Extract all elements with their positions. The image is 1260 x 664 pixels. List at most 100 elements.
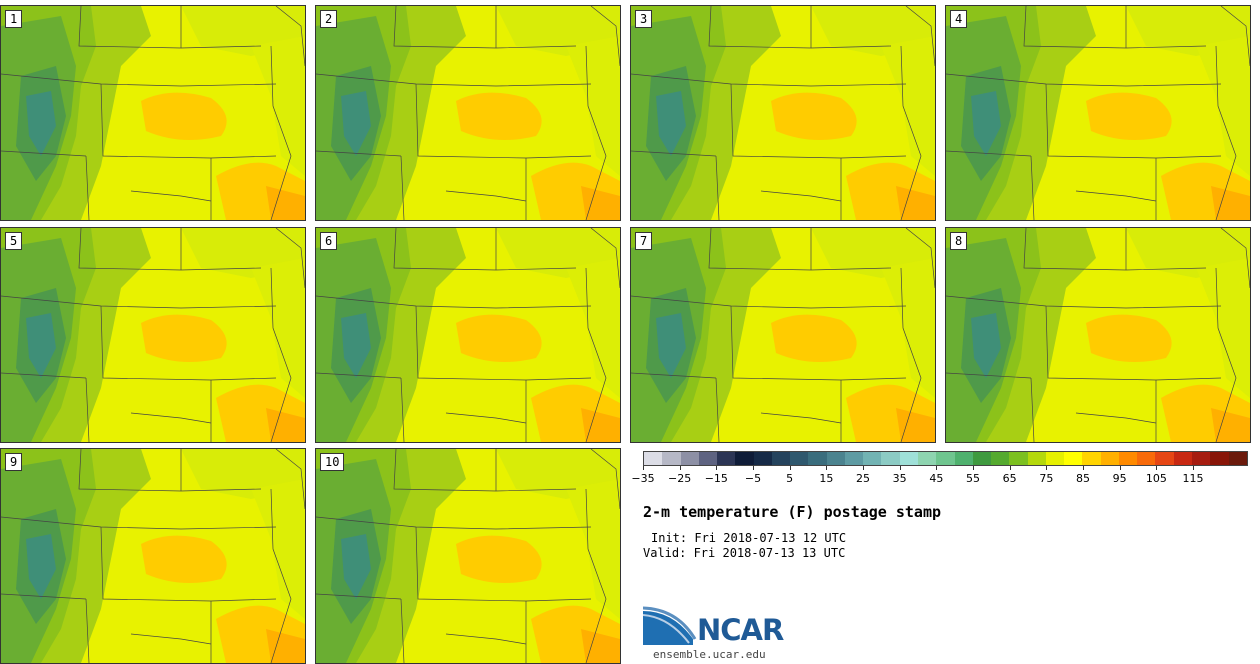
colorbar-tick-label: 5: [786, 472, 794, 485]
colorbar-swatch: [790, 452, 809, 465]
colorbar-swatch: [1137, 452, 1156, 465]
colorbar-swatch: [662, 452, 681, 465]
colorbar-tick: [716, 466, 718, 470]
temperature-colorbar: −35 −25 −15 −5 5 15 25 35 45 55 65 75 85 95 105 115: [631, 451, 1248, 488]
ensemble-member-map: 6: [315, 227, 621, 443]
colorbar-swatch: [1100, 452, 1119, 465]
ensemble-member-map: 7: [630, 227, 936, 443]
colorbar-tick-label: −25: [668, 472, 692, 485]
colorbar-swatch: [863, 452, 882, 465]
colorbar-tick: [973, 466, 974, 470]
colorbar-swatch: [1118, 452, 1138, 465]
colorbar-tick: [1193, 466, 1194, 470]
colorbar-tick: [936, 466, 938, 470]
colorbar-swatch: [1064, 452, 1083, 465]
temperature-map-image: [316, 228, 620, 442]
colorbar-swatch: [954, 452, 973, 465]
colorbar-swatch: [753, 452, 772, 465]
colorbar-tick: [863, 466, 864, 470]
ensemble-member-map: 9: [0, 448, 306, 664]
ensemble-member-map: 2: [315, 5, 621, 221]
member-number-label: 3: [635, 10, 653, 28]
colorbar-tick-label: −5: [744, 472, 762, 485]
member-number-label: 8: [950, 232, 968, 250]
colorbar-tick-label: 105: [1145, 472, 1167, 485]
colorbar-tick: [1083, 466, 1084, 470]
colorbar-ticks: −35 −25 −15 −5 5 15 25 35 45 55 65 75 85 95 105 115: [631, 466, 1248, 488]
member-number-label: 5: [5, 232, 23, 250]
colorbar-swatch: [1210, 452, 1229, 465]
member-number-label: 9: [5, 453, 23, 471]
colorbar-tick: [1156, 466, 1158, 470]
ensemble-member-map: 1: [0, 5, 306, 221]
valid-time: Valid: Fri 2018-07-13 13 UTC: [643, 546, 846, 560]
colorbar-swatch: [808, 452, 827, 465]
member-number-label: 4: [950, 10, 968, 28]
colorbar-swatch: [991, 452, 1010, 465]
colorbar-tick-label: 65: [1002, 472, 1017, 485]
colorbar-tick-label: 35: [892, 472, 907, 485]
temperature-map-image: [316, 6, 620, 220]
colorbar-tick: [1009, 466, 1011, 470]
init-time: Init: Fri 2018-07-13 12 UTC: [651, 531, 847, 545]
temperature-map-image: [946, 6, 1250, 220]
temperature-map-image: [946, 228, 1250, 442]
colorbar-tick-label: 25: [856, 472, 870, 485]
colorbar-swatch: [881, 452, 900, 465]
colorbar-swatch: [1009, 452, 1028, 465]
ensemble-member-map: 3: [630, 5, 936, 221]
colorbar-tick: [826, 466, 828, 470]
member-number-label: 10: [320, 453, 345, 471]
colorbar-swatch: [1173, 452, 1192, 465]
ncar-logo-text: NCAR: [697, 613, 784, 647]
colorbar-tick: [1046, 466, 1048, 470]
ensemble-member-map: 8: [945, 227, 1251, 443]
colorbar-tick-label: −35: [631, 472, 655, 485]
colorbar-tick-label: 85: [1076, 472, 1090, 485]
colorbar-tick-label: 45: [929, 472, 944, 485]
colorbar-swatch: [1082, 452, 1101, 465]
colorbar-swatch: [771, 452, 791, 465]
colorbar-swatch: [1191, 452, 1211, 465]
product-title: 2-m temperature (F) postage stamp: [643, 503, 942, 521]
member-number-label: 2: [320, 10, 338, 28]
temperature-map-image: [631, 228, 935, 442]
ensemble-member-map: 10: [315, 448, 621, 664]
colorbar-tick-label: 55: [966, 472, 980, 485]
member-number-label: 6: [320, 232, 338, 250]
temperature-map-image: [1, 449, 305, 663]
colorbar-swatch: [936, 452, 955, 465]
colorbar-tick: [643, 466, 644, 470]
colorbar-swatch: [1155, 452, 1174, 465]
colorbar-tick-label: 75: [1039, 472, 1054, 485]
colorbar-swatches: [643, 451, 1248, 466]
colorbar-tick: [753, 466, 754, 470]
temperature-map-image: [316, 449, 620, 663]
colorbar-tick-label: −15: [704, 472, 728, 485]
colorbar-swatch: [844, 452, 864, 465]
temperature-map-image: [1, 6, 305, 220]
colorbar-swatch: [735, 452, 754, 465]
site-url: ensemble.ucar.edu: [653, 648, 766, 661]
colorbar-tick: [679, 466, 681, 470]
colorbar-swatch: [1045, 452, 1065, 465]
temperature-map-image: [1, 228, 305, 442]
colorbar-tick: [789, 466, 791, 470]
ensemble-member-map: 5: [0, 227, 306, 443]
colorbar-swatch: [680, 452, 699, 465]
member-number-label: 7: [635, 232, 653, 250]
colorbar-swatch: [972, 452, 992, 465]
colorbar-swatch: [1228, 452, 1247, 465]
colorbar-swatch: [899, 452, 918, 465]
colorbar-tick: [899, 466, 901, 470]
colorbar-tick: [1119, 466, 1121, 470]
ncar-logo-icon: [643, 606, 697, 645]
colorbar-swatch: [917, 452, 937, 465]
colorbar-swatch: [717, 452, 736, 465]
colorbar-tick-label: 115: [1182, 472, 1204, 485]
colorbar-swatch: [826, 452, 845, 465]
colorbar-swatch: [698, 452, 718, 465]
colorbar-swatch: [1027, 452, 1046, 465]
ensemble-member-map: 4: [945, 5, 1251, 221]
colorbar-tick-label: 15: [819, 472, 834, 485]
